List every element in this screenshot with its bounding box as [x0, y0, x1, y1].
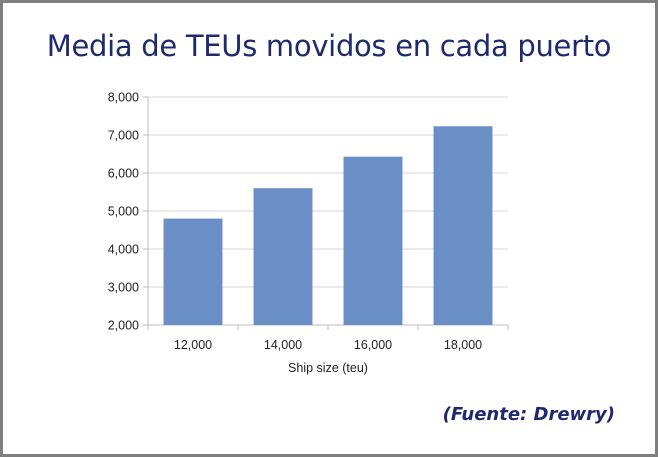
y-tick-label: 5,000 [108, 205, 139, 219]
bar [163, 218, 223, 325]
x-tick-label: 14,000 [264, 338, 302, 352]
y-tick-label: 6,000 [108, 167, 139, 181]
y-tick-label: 2,000 [108, 319, 139, 333]
x-tick-label: 18,000 [444, 338, 482, 352]
chart-title: Media de TEUs movidos en cada puerto [46, 29, 612, 63]
x-axis-title: Ship size (teu) [288, 361, 368, 375]
y-tick-label: 8,000 [108, 91, 139, 105]
y-tick-label: 3,000 [108, 281, 139, 295]
y-tick-label: 7,000 [108, 129, 139, 143]
x-tick-label: 16,000 [354, 338, 392, 352]
source-note: (Fuente: Drewry) [442, 404, 615, 425]
bar [433, 126, 493, 325]
bar-chart: 2,000 3,000 4,000 5,000 6,000 7,000 8,000 12,00… [108, 91, 509, 375]
bar [343, 156, 403, 325]
y-tick-label: 4,000 [108, 243, 139, 257]
x-tick-label: 12,000 [174, 338, 212, 352]
bar [253, 188, 313, 325]
